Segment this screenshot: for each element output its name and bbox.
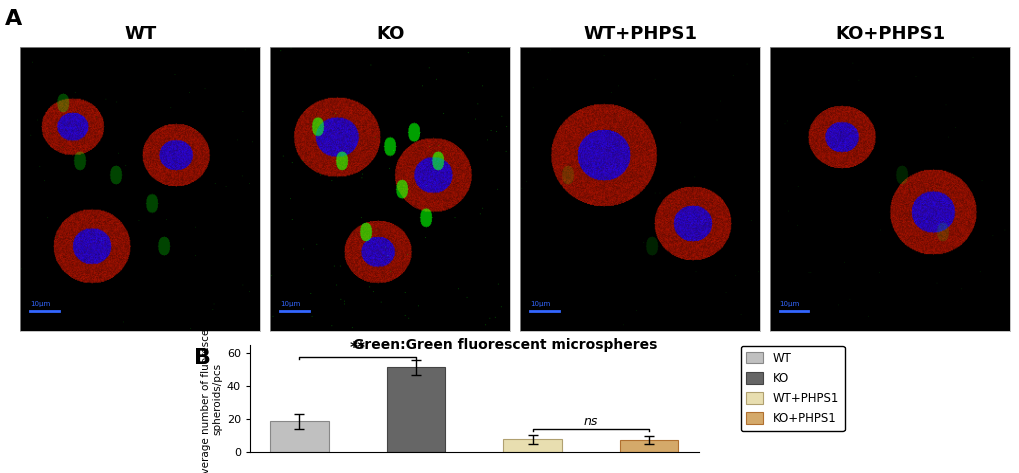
Bar bbox=[270, 421, 328, 452]
Text: KO: KO bbox=[376, 25, 404, 43]
Text: WT: WT bbox=[124, 25, 156, 43]
Text: 10μm: 10μm bbox=[529, 300, 549, 307]
Text: KO+PHPS1: KO+PHPS1 bbox=[835, 25, 944, 43]
Text: 10μm: 10μm bbox=[30, 300, 50, 307]
Y-axis label: Average number of fluorescent
spheroids/pcs: Average number of fluorescent spheroids/… bbox=[201, 317, 222, 473]
Text: 10μm: 10μm bbox=[779, 300, 799, 307]
Text: ns: ns bbox=[583, 415, 597, 429]
Text: 10μm: 10μm bbox=[279, 300, 300, 307]
Bar bbox=[620, 440, 678, 452]
Bar bbox=[503, 439, 561, 452]
Text: WT+PHPS1: WT+PHPS1 bbox=[583, 25, 696, 43]
Text: A: A bbox=[5, 9, 22, 29]
Text: Green:Green fluorescent microspheres: Green:Green fluorescent microspheres bbox=[353, 338, 656, 352]
Text: B: B bbox=[194, 348, 211, 368]
Text: **: ** bbox=[350, 341, 366, 356]
Legend: WT, KO, WT+PHPS1, KO+PHPS1: WT, KO, WT+PHPS1, KO+PHPS1 bbox=[740, 346, 844, 431]
Bar bbox=[386, 368, 444, 452]
